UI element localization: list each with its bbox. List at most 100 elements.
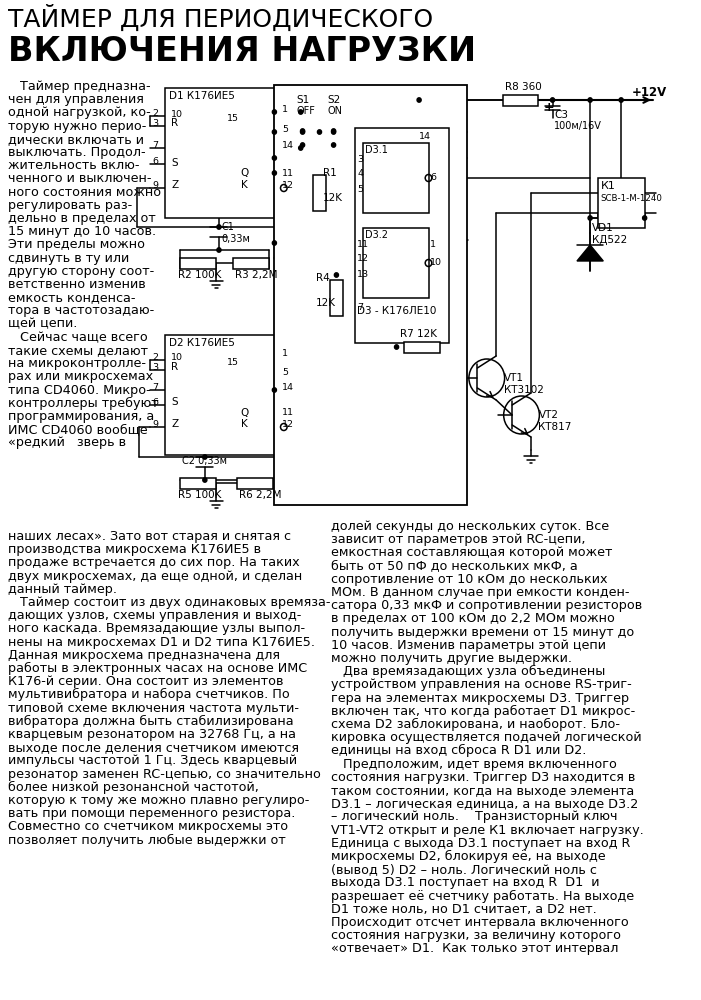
Text: дически включать и: дически включать и [8,133,144,146]
Text: 11: 11 [282,169,294,178]
Text: 5: 5 [282,125,288,134]
Bar [233,258,268,269]
Text: 100м/16V: 100м/16V [554,121,602,131]
Circle shape [332,130,336,134]
Text: R6 2,2M: R6 2,2M [238,490,281,500]
Circle shape [417,98,421,102]
Text: Q: Q [240,168,249,178]
Circle shape [334,273,339,277]
Text: D3.2: D3.2 [365,230,388,240]
Circle shape [272,156,276,160]
Text: VT2: VT2 [538,410,559,420]
Text: таком состоянии, когда на выходе элемента: таком состоянии, когда на выходе элемент… [331,784,634,797]
Text: S2: S2 [327,95,340,105]
Text: Z: Z [171,180,178,190]
Text: 7: 7 [152,383,158,392]
Text: D2 К176ИЕ5: D2 К176ИЕ5 [169,338,235,348]
Text: программирования, а: программирования, а [8,410,154,423]
Text: МОм. В данном случае при емкости конден-: МОм. В данном случае при емкости конден- [331,586,629,599]
Text: Таймер предназна-: Таймер предназна- [8,80,150,93]
Text: C1: C1 [222,222,235,232]
Circle shape [643,216,647,220]
Text: жительность вклю-: жительность вклю- [8,159,139,172]
Circle shape [217,248,221,252]
Text: Таймер состоит из двух одинаковых времяза-: Таймер состоит из двух одинаковых времяз… [8,596,330,609]
Text: OFF: OFF [296,106,315,116]
Circle shape [299,110,303,114]
Text: SCB-1-M-1240: SCB-1-M-1240 [601,194,662,203]
Text: ТАЙМЕР ДЛЯ ПЕРИОДИЧЕСКОГО: ТАЙМЕР ДЛЯ ПЕРИОДИЧЕСКОГО [8,5,433,32]
Text: Происходит отсчет интервала включенного: Происходит отсчет интервала включенного [331,916,629,929]
Text: разрешает её счетчику работать. На выходе: разрешает её счетчику работать. На выход… [331,890,634,903]
Text: кварцевым резонатором на 32768 Гц, а на: кварцевым резонатором на 32768 Гц, а на [8,728,296,741]
Text: 3: 3 [152,119,158,128]
Circle shape [272,171,276,175]
Text: +: + [543,101,554,114]
Text: 6: 6 [152,398,158,407]
Bar [274,85,467,505]
Text: дающих узлов, схемы управления и выход-: дающих узлов, схемы управления и выход- [8,609,301,622]
Text: сатора 0,33 мкФ и сопротивлении резисторов: сатора 0,33 мкФ и сопротивлении резистор… [331,599,642,612]
Text: 15 минут до 10 часов.: 15 минут до 10 часов. [8,225,156,238]
Text: 1: 1 [430,240,437,249]
Text: сдвинуть в ту или: сдвинуть в ту или [8,252,129,265]
Text: вать при помощи переменного резистора.: вать при помощи переменного резистора. [8,807,295,820]
Text: 7: 7 [152,141,158,150]
Text: 12K: 12K [323,193,343,203]
Circle shape [217,225,221,229]
Bar [330,280,343,316]
Text: K: K [240,419,247,429]
Text: более низкой резонансной частотой,: более низкой резонансной частотой, [8,781,259,794]
Text: 14: 14 [419,132,431,141]
Circle shape [588,216,592,220]
Text: выключать. Продол-: выключать. Продол- [8,146,145,159]
Text: VD1: VD1 [592,223,614,233]
Circle shape [318,130,322,134]
Text: 7: 7 [357,303,363,312]
Text: Данная микросхема предназначена для: Данная микросхема предназначена для [8,649,280,662]
Text: Совместно со счетчиком микросхемы это: Совместно со счетчиком микросхемы это [8,820,287,833]
Circle shape [272,388,276,392]
Text: Q: Q [240,408,249,418]
Text: ВКЛЮЧЕНИЯ НАГРУЗКИ: ВКЛЮЧЕНИЯ НАГРУЗКИ [8,35,476,68]
Text: КТ3102: КТ3102 [504,385,543,395]
Text: ИМС CD4060 вообще: ИМС CD4060 вообще [8,423,147,436]
Text: ON: ON [327,106,342,116]
Text: можно получить другие выдержки.: можно получить другие выдержки. [331,652,572,665]
Text: типовой схеме включения частота мульти-: типовой схеме включения частота мульти- [8,702,299,715]
Text: микросхемы D2, блокируя её, на выходе: микросхемы D2, блокируя её, на выходе [331,850,606,863]
Polygon shape [577,245,604,261]
Text: состояния нагрузки, за величину которого: состояния нагрузки, за величину которого [331,929,621,942]
Text: ного каскада. Времязадающие узлы выпол-: ного каскада. Времязадающие узлы выпол- [8,622,305,635]
Text: 4: 4 [357,169,363,178]
Text: кировка осуществляется подачей логической: кировка осуществляется подачей логическо… [331,731,641,744]
Text: R1: R1 [323,168,337,178]
Circle shape [301,130,305,134]
Text: 3: 3 [357,155,363,164]
Text: 10: 10 [171,110,183,119]
Text: D1 тоже ноль, но D1 считает, а D2 нет.: D1 тоже ноль, но D1 считает, а D2 нет. [331,903,597,916]
Text: C2 0,33м: C2 0,33м [182,456,227,466]
Text: выходе после деления счетчиком имеются: выходе после деления счетчиком имеются [8,741,299,754]
Text: включен так, что когда работает D1 микрос-: включен так, что когда работает D1 микро… [331,705,635,718]
Circle shape [203,455,207,459]
Bar [313,175,326,211]
Text: долей секунды до нескольких суток. Все: долей секунды до нескольких суток. Все [331,520,609,533]
Text: устройством управления на основе RS-триг-: устройством управления на основе RS-триг… [331,678,632,691]
Circle shape [203,478,207,482]
Text: 14: 14 [282,383,294,392]
Bar [355,128,449,343]
Text: 11: 11 [357,240,369,249]
Text: такие схемы делают: такие схемы делают [8,344,147,357]
Text: типа CD4060. Микро-: типа CD4060. Микро- [8,384,150,397]
Text: дельно в пределах от: дельно в пределах от [8,212,155,225]
Bar [237,478,273,489]
Text: S1: S1 [296,95,309,105]
Text: 1: 1 [282,105,288,114]
Text: Два времязадающих узла объединены: Два времязадающих узла объединены [331,665,605,678]
Text: Эти пределы можно: Эти пределы можно [8,238,144,251]
Circle shape [550,98,554,102]
Text: C3: C3 [554,110,569,120]
Text: 10 часов. Изменив параметры этой цепи: 10 часов. Изменив параметры этой цепи [331,639,606,652]
Text: рах или микросхемах: рах или микросхемах [8,370,153,383]
